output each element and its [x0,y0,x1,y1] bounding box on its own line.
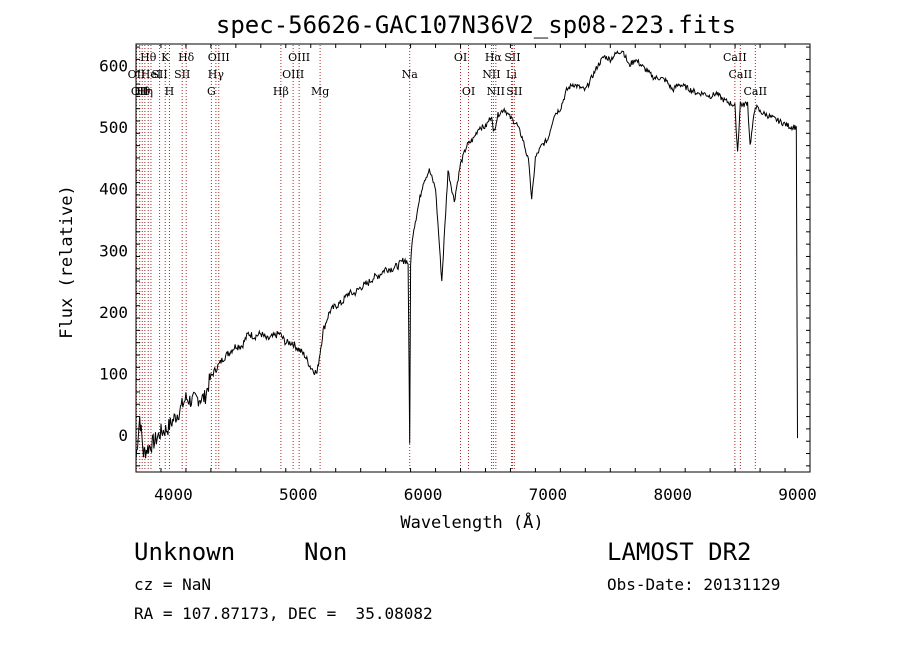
spectrum-series [135,50,798,460]
spectrum-line [135,50,798,460]
x-axis: 4000 5000 6000 7000 8000 9000 [135,44,817,504]
line-marker-label: Na [402,68,419,81]
cz-text: cz = NaN [134,575,212,594]
line-marker-label: Mg [311,85,329,98]
y-axis: 0 100 200 300 400 500 600 [99,46,810,467]
x-tick-label: 5000 [279,485,318,504]
line-marker-label: Hδ [178,51,195,64]
line-marker-label: CaII [729,68,753,81]
radec-text: RA = 107.87173, DEC = 35.08082 [134,604,433,623]
line-marker-label: OI [454,51,467,64]
line-marker-label: SII [174,68,190,81]
line-marker-label: NII [487,85,505,98]
x-axis-label: Wavelength (Å) [400,511,543,533]
y-tick-label: 500 [99,118,128,137]
subclass-label: Non [304,538,348,566]
line-marker-label: OIII [282,68,304,81]
chart-title: spec-56626-GAC107N36V2_sp08-223.fits [216,11,736,39]
line-marker-label: Hθ [134,85,151,98]
line-marker-label: CaII [723,51,747,64]
line-marker-label: Hθ [140,51,157,64]
y-tick-label: 200 [99,303,128,322]
line-marker-label: NII [482,68,500,81]
class-label: Unknown [134,538,236,566]
y-tick-label: 300 [99,241,128,260]
plot-frame [135,43,811,473]
y-tick-label: 400 [99,180,128,199]
y-tick-label: 100 [99,364,128,383]
line-marker-label: Hα [485,51,503,64]
line-marker-label: HeI [141,68,161,81]
y-tick-label: 0 [118,426,128,445]
x-tick-label: 4000 [154,485,193,504]
line-marker-label: Hγ [208,68,225,81]
x-tick-label: 7000 [529,485,568,504]
x-tick-label: 6000 [404,485,443,504]
line-marker-label: OI [462,85,475,98]
line-marker-label: Li [506,68,517,81]
survey-label: LAMOST DR2 [607,538,752,566]
y-axis-label: Flux (relative) [57,185,77,339]
line-marker-label: SII [151,68,167,81]
line-marker-label: G [207,85,216,98]
line-marker-label: K [161,51,170,64]
line-marker-label: CaII [743,85,767,98]
x-tick-label: 9000 [778,485,817,504]
emission-line-markers: OIIOIIHθHηHθHeISIIKHHδSIIGHγOIIIHβOIIIOI… [128,45,767,471]
x-tick-label: 8000 [653,485,692,504]
line-marker-label: SII [506,85,522,98]
y-tick-label: 600 [99,57,128,76]
line-marker-label: OII [131,85,149,98]
obs-date-text: Obs-Date: 20131129 [607,575,781,594]
line-marker-label: Hη [137,85,153,98]
line-marker-label: SII [504,51,520,64]
line-marker-label: H [165,85,175,98]
line-marker-label: Hβ [273,85,289,98]
line-marker-label: OIII [208,51,230,64]
line-marker-label: OIII [288,51,310,64]
